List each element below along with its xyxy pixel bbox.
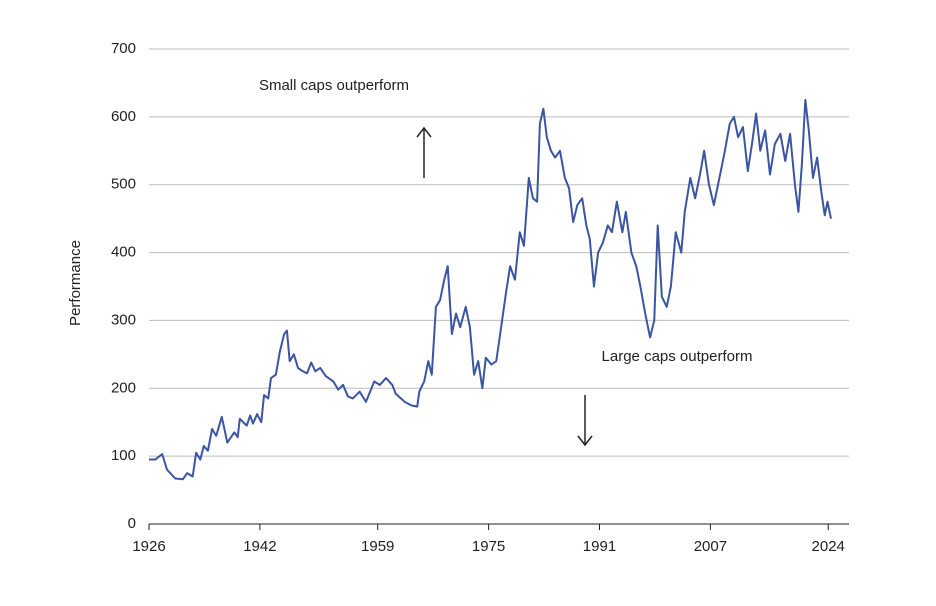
x-tick-label: 2024: [812, 538, 845, 555]
y-axis-label: Performance: [67, 240, 84, 326]
annotation: Large caps outperform: [602, 348, 753, 365]
x-tick-label: 1926: [132, 538, 165, 555]
x-tick-label: 1959: [361, 538, 394, 555]
y-tick-label: 300: [111, 311, 136, 328]
x-tick-label: 1991: [583, 538, 616, 555]
y-tick-label: 600: [111, 108, 136, 125]
y-tick-label: 400: [111, 244, 136, 261]
annotation: Small caps outperform: [259, 77, 409, 94]
arrow-up: [416, 126, 432, 178]
data-line: [149, 98, 832, 481]
y-tick-label: 100: [111, 447, 136, 464]
x-tick-label: 1975: [472, 538, 505, 555]
x-tick-label: 1942: [243, 538, 276, 555]
y-tick-label: 700: [111, 40, 136, 57]
arrow-down: [577, 395, 593, 447]
y-tick-label: 200: [111, 379, 136, 396]
y-tick-label: 500: [111, 176, 136, 193]
x-tick-label: 2007: [694, 538, 727, 555]
y-tick-label: 0: [128, 515, 136, 532]
